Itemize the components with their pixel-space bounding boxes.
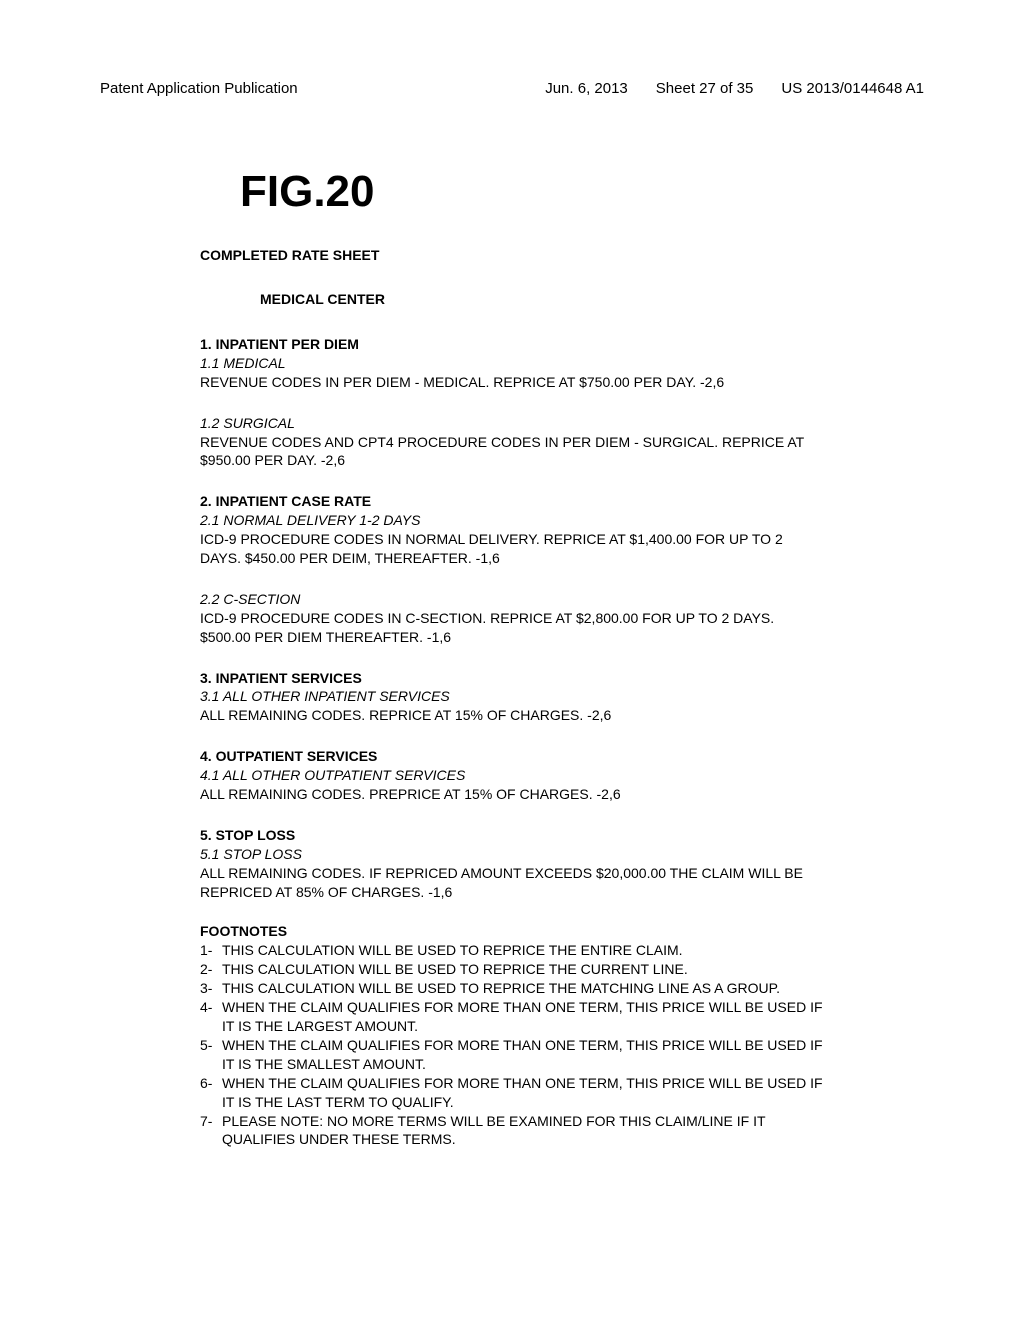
footnote-text: THIS CALCULATION WILL BE USED TO REPRICE… — [222, 941, 824, 960]
section-heading: 4. OUTPATIENT SERVICES — [200, 747, 824, 766]
subsection-text: ALL REMAINING CODES. IF REPRICED AMOUNT … — [200, 864, 824, 902]
footnote-text: THIS CALCULATION WILL BE USED TO REPRICE… — [222, 960, 824, 979]
footnote-row: 7- PLEASE NOTE: NO MORE TERMS WILL BE EX… — [200, 1112, 824, 1150]
footnote-number: 5- — [200, 1036, 222, 1074]
subsection-heading: 3.1 ALL OTHER INPATIENT SERVICES — [200, 687, 824, 706]
footnote-text: WHEN THE CLAIM QUALIFIES FOR MORE THAN O… — [222, 998, 824, 1036]
section-stop-loss: 5. STOP LOSS 5.1 STOP LOSS ALL REMAINING… — [200, 826, 824, 902]
rate-sheet-title: COMPLETED RATE SHEET — [200, 247, 824, 263]
footnote-number: 7- — [200, 1112, 222, 1150]
section-heading: 3. INPATIENT SERVICES — [200, 669, 824, 688]
footnote-row: 4- WHEN THE CLAIM QUALIFIES FOR MORE THA… — [200, 998, 824, 1036]
footnote-number: 1- — [200, 941, 222, 960]
header-sheet: Sheet 27 of 35 — [656, 80, 754, 97]
footnote-text: WHEN THE CLAIM QUALIFIES FOR MORE THAN O… — [222, 1036, 824, 1074]
subsection-text: ALL REMAINING CODES. PREPRICE AT 15% OF … — [200, 785, 824, 804]
subsection-text: ICD-9 PROCEDURE CODES IN C-SECTION. REPR… — [200, 609, 824, 647]
footnote-number: 3- — [200, 979, 222, 998]
section-inpatient-case-rate: 2. INPATIENT CASE RATE 2.1 NORMAL DELIVE… — [200, 492, 824, 568]
subsection-heading: 1.1 MEDICAL — [200, 354, 824, 373]
section-inpatient-per-diem: 1. INPATIENT PER DIEM 1.1 MEDICAL REVENU… — [200, 335, 824, 392]
footnote-number: 2- — [200, 960, 222, 979]
subsection-csection: 2.2 C-SECTION ICD-9 PROCEDURE CODES IN C… — [200, 590, 824, 647]
subsection-text: REVENUE CODES IN PER DIEM - MEDICAL. REP… — [200, 373, 824, 392]
content: FIG.20 COMPLETED RATE SHEET MEDICAL CENT… — [90, 167, 934, 1149]
subsection-heading: 4.1 ALL OTHER OUTPATIENT SERVICES — [200, 766, 824, 785]
footnotes-list: 1- THIS CALCULATION WILL BE USED TO REPR… — [200, 941, 824, 1149]
page: Patent Application Publication Jun. 6, 2… — [0, 0, 1024, 1209]
footnote-text: THIS CALCULATION WILL BE USED TO REPRICE… — [222, 979, 824, 998]
footnote-text: WHEN THE CLAIM QUALIFIES FOR MORE THAN O… — [222, 1074, 824, 1112]
section-outpatient-services: 4. OUTPATIENT SERVICES 4.1 ALL OTHER OUT… — [200, 747, 824, 804]
header-pubno: US 2013/0144648 A1 — [781, 80, 924, 97]
footnote-text: PLEASE NOTE: NO MORE TERMS WILL BE EXAMI… — [222, 1112, 824, 1150]
subsection-text: REVENUE CODES AND CPT4 PROCEDURE CODES I… — [200, 433, 824, 471]
footnote-row: 6- WHEN THE CLAIM QUALIFIES FOR MORE THA… — [200, 1074, 824, 1112]
footnote-number: 6- — [200, 1074, 222, 1112]
figure-label: FIG.20 — [240, 167, 824, 217]
section-heading: 1. INPATIENT PER DIEM — [200, 335, 824, 354]
section-inpatient-services: 3. INPATIENT SERVICES 3.1 ALL OTHER INPA… — [200, 669, 824, 726]
header-right: Jun. 6, 2013 Sheet 27 of 35 US 2013/0144… — [545, 80, 924, 97]
subsection-heading: 2.2 C-SECTION — [200, 590, 824, 609]
section-heading: 2. INPATIENT CASE RATE — [200, 492, 824, 511]
footnote-row: 2- THIS CALCULATION WILL BE USED TO REPR… — [200, 960, 824, 979]
subsection-heading: 2.1 NORMAL DELIVERY 1-2 DAYS — [200, 511, 824, 530]
subsection-heading: 5.1 STOP LOSS — [200, 845, 824, 864]
footnotes-heading: FOOTNOTES — [200, 923, 824, 939]
section-heading: 5. STOP LOSS — [200, 826, 824, 845]
footnote-row: 3- THIS CALCULATION WILL BE USED TO REPR… — [200, 979, 824, 998]
page-header: Patent Application Publication Jun. 6, 2… — [90, 80, 934, 97]
header-publication: Patent Application Publication — [100, 80, 298, 97]
footnote-row: 1- THIS CALCULATION WILL BE USED TO REPR… — [200, 941, 824, 960]
footnote-number: 4- — [200, 998, 222, 1036]
medical-center-name: MEDICAL CENTER — [260, 291, 824, 307]
header-date: Jun. 6, 2013 — [545, 80, 628, 97]
subsection-surgical: 1.2 SURGICAL REVENUE CODES AND CPT4 PROC… — [200, 414, 824, 471]
footnote-row: 5- WHEN THE CLAIM QUALIFIES FOR MORE THA… — [200, 1036, 824, 1074]
subsection-text: ALL REMAINING CODES. REPRICE AT 15% OF C… — [200, 706, 824, 725]
subsection-heading: 1.2 SURGICAL — [200, 414, 824, 433]
subsection-text: ICD-9 PROCEDURE CODES IN NORMAL DELIVERY… — [200, 530, 824, 568]
